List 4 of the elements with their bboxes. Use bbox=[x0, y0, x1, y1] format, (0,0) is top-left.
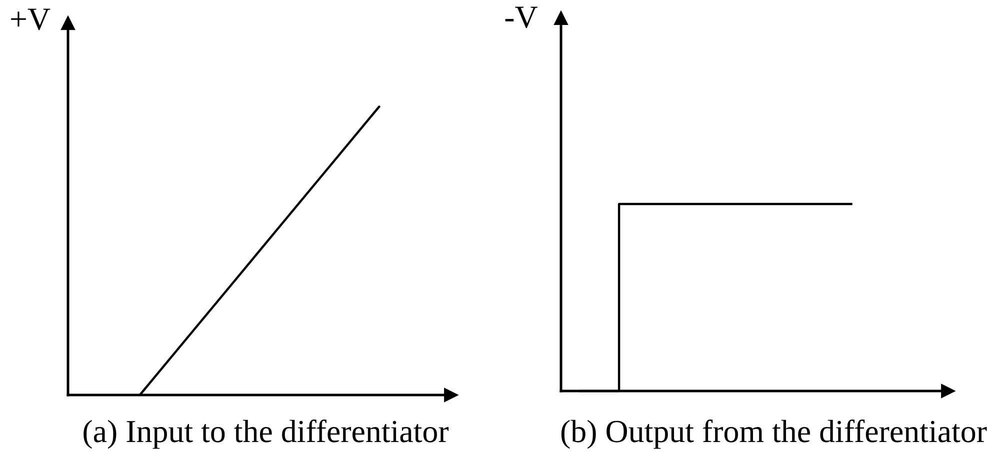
y-axis-title: +V bbox=[11, 8, 50, 30]
y-axis-title: -V bbox=[505, 6, 538, 28]
text: (a) Input to the differentiator bbox=[84, 420, 449, 449]
text: (b) Output from the differentiator bbox=[561, 420, 987, 449]
